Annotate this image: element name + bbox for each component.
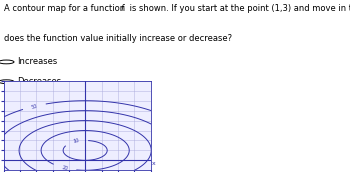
Text: 10: 10 <box>73 138 80 144</box>
Text: A contour map for a function: A contour map for a function <box>4 4 127 13</box>
Text: 20: 20 <box>61 165 68 171</box>
Text: is shown. If you start at the point (1,3) and move in the positive x direction,: is shown. If you start at the point (1,3… <box>127 4 350 13</box>
Text: f: f <box>121 4 124 13</box>
Text: 50: 50 <box>31 103 38 110</box>
Text: x: x <box>151 161 155 166</box>
Text: Decreases: Decreases <box>17 77 61 86</box>
Text: Increases: Increases <box>17 57 57 66</box>
Text: does the function value initially increase or decrease?: does the function value initially increa… <box>4 34 232 43</box>
